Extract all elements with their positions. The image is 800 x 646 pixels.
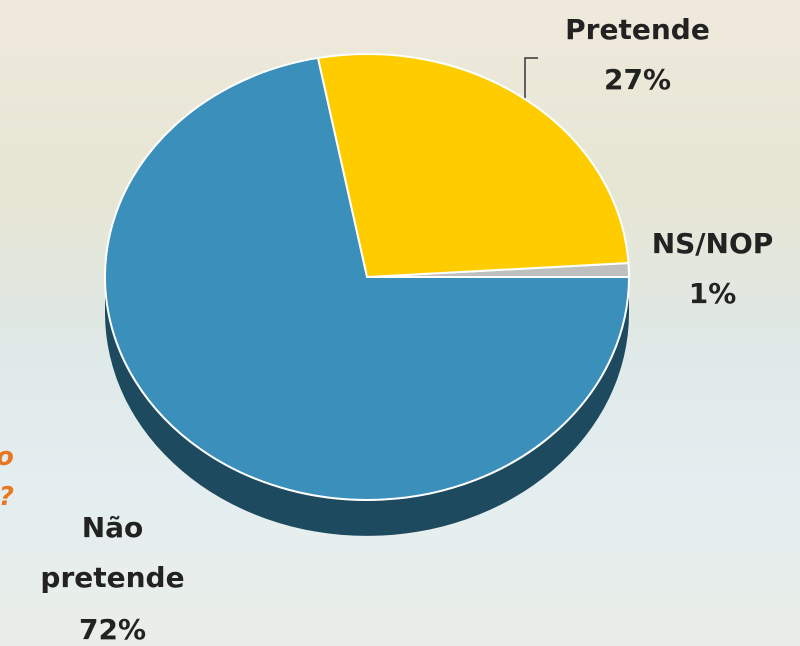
- value-label: 27%: [603, 63, 672, 96]
- slice-label: Não pretende: [40, 511, 185, 594]
- value-label: 72%: [78, 613, 147, 646]
- pie-slice: [104, 56, 631, 501]
- value-label: 1%: [688, 277, 737, 310]
- leader-line: [524, 57, 538, 100]
- slice-label: NS/NOP: [651, 227, 774, 260]
- annotation: o: [0, 442, 14, 472]
- slice-label: Pretende: [565, 13, 710, 46]
- annotation: r?: [0, 482, 14, 512]
- pie-slice: [316, 53, 630, 279]
